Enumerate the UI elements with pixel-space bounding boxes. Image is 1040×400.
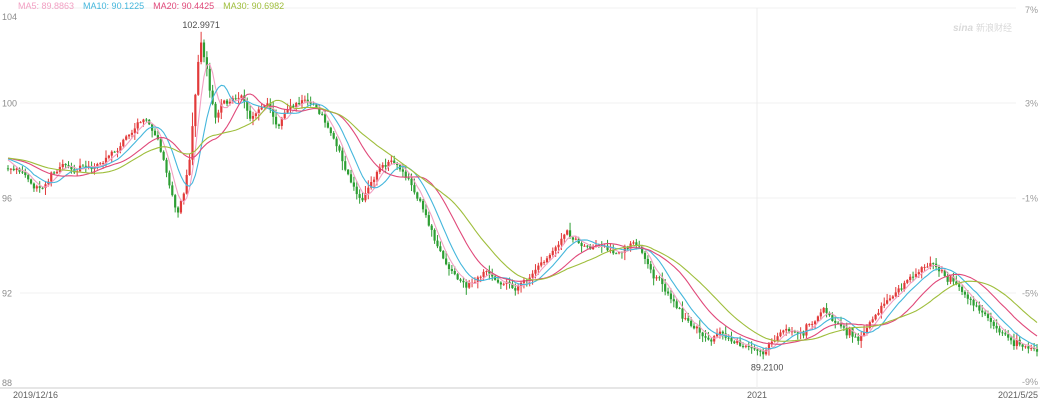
annotations: 102.9971 89.2100: [182, 20, 783, 372]
ma30-line: [7, 99, 1038, 342]
y-axis-left-tick: 104: [2, 12, 17, 22]
axis-labels: 104 100 96 92 88 7% 3% -1% -5% -9% 2019/12/16 2021 2…: [2, 5, 1038, 400]
y-axis-left-tick: 92: [2, 289, 12, 299]
y-axis-left-tick: 88: [2, 378, 12, 388]
ma5-line: [7, 63, 1038, 352]
ma10-legend-label: MA10: 90.1225: [83, 1, 145, 11]
sina-watermark-cn: 新浪财经: [976, 23, 1013, 33]
sina-watermark: sina 新浪财经: [953, 22, 1012, 35]
ma10-line: [7, 84, 1038, 350]
x-axis-date-label: 2021: [747, 390, 767, 400]
x-axis-date-label: 2019/12/16: [13, 390, 58, 400]
high-price-annotation: 102.9971: [182, 20, 220, 30]
y-axis-left-tick: 96: [2, 194, 12, 204]
low-price-annotation: 89.2100: [751, 362, 784, 372]
candles: [6, 31, 1039, 360]
ma-lines: [7, 63, 1038, 352]
ma5-legend-label: MA5: 89.8863: [18, 1, 75, 11]
ma20-line: [7, 93, 1038, 345]
ma30-legend-label: MA30: 90.6982: [223, 1, 285, 11]
grid-lines: [0, 7, 1040, 389]
y-axis-left-tick: 100: [2, 99, 17, 109]
ma20-legend-label: MA20: 90.4425: [153, 1, 215, 11]
y-axis-right-tick: -1%: [1022, 194, 1038, 204]
y-axis-right-tick: 3%: [1025, 99, 1038, 109]
y-axis-right-tick: 7%: [1025, 5, 1038, 15]
y-axis-right-tick: -9%: [1022, 377, 1038, 387]
sina-logo-text: sina: [953, 23, 974, 34]
y-axis-right-tick: -5%: [1022, 289, 1038, 299]
x-axis-date-label: 2021/5/25: [998, 390, 1038, 400]
ma-legend: MA5: 89.8863 MA10: 90.1225 MA20: 90.4425 MA…: [18, 1, 293, 11]
